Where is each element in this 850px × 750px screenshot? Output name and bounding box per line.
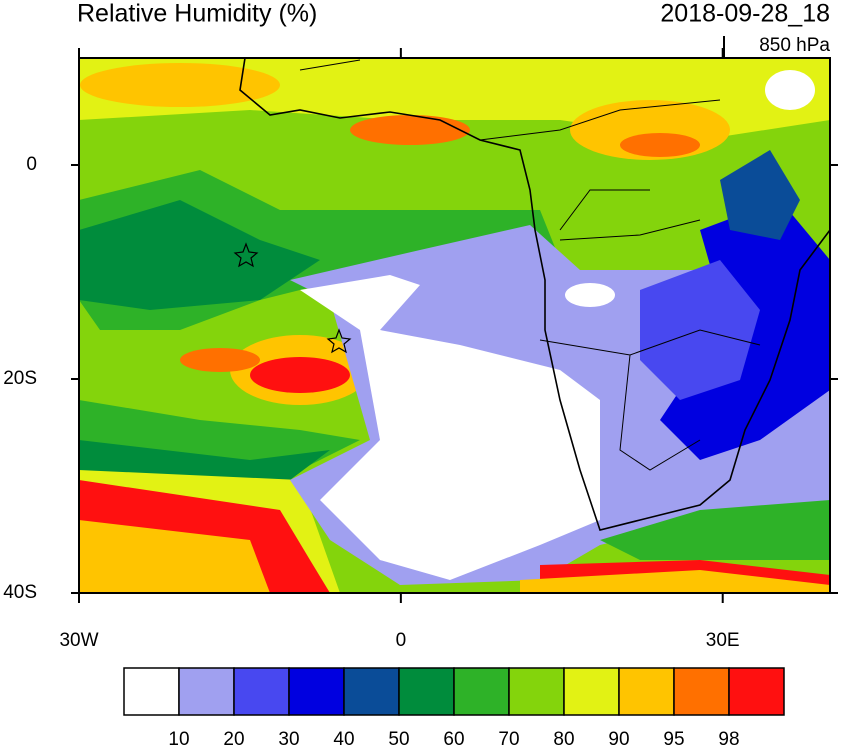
colorbar-label: 95 <box>663 729 684 750</box>
y-tick-label: 20S <box>3 368 37 389</box>
humidity-area <box>79 520 270 593</box>
humidity-area <box>300 275 600 580</box>
colorbar-label: 50 <box>388 729 409 750</box>
colorbar-label: 10 <box>168 729 189 750</box>
x-tick-label: 0 <box>396 630 407 651</box>
colorbar-box <box>508 667 565 716</box>
colorbar-box <box>178 667 235 716</box>
colorbar-label: 60 <box>443 729 464 750</box>
humidity-field <box>79 58 830 593</box>
y-tick-label: 40S <box>3 582 37 603</box>
colorbar-box <box>288 667 345 716</box>
y-tick-label: 0 <box>26 154 37 175</box>
humidity-area <box>600 500 830 560</box>
humidity-area <box>80 63 280 107</box>
colorbar-box <box>673 667 730 716</box>
station-marker <box>233 242 352 354</box>
humidity-area <box>720 150 800 240</box>
humidity-area <box>180 348 260 372</box>
colorbar-box <box>563 667 620 716</box>
colorbar-label: 20 <box>223 729 244 750</box>
colorbar-box <box>398 667 455 716</box>
humidity-area <box>765 70 815 110</box>
colorbar-box <box>618 667 675 716</box>
colorbar-label: 30 <box>278 729 299 750</box>
humidity-area <box>79 440 330 480</box>
colorbar-label: 98 <box>718 729 739 750</box>
colorbar-label: 90 <box>608 729 629 750</box>
humidity-area <box>350 115 470 145</box>
borders <box>299 59 761 471</box>
colorbar-box <box>343 667 400 716</box>
colorbar-box <box>453 667 510 716</box>
humidity-area <box>79 200 320 310</box>
humidity-area <box>620 133 700 157</box>
x-tick-label: 30E <box>706 630 740 651</box>
coastline <box>239 58 830 531</box>
colorbar-label: 40 <box>333 729 354 750</box>
humidity-area <box>250 357 350 393</box>
colorbar-box <box>233 667 290 716</box>
map-frame <box>78 57 831 594</box>
humidity-area <box>520 570 830 593</box>
colorbar-label: 70 <box>498 729 519 750</box>
title: Relative Humidity (%) <box>77 0 317 28</box>
colorbar-box <box>123 667 180 716</box>
level: 850 hPa <box>759 35 830 56</box>
x-tick-label: 30W <box>59 630 98 651</box>
colorbar-box <box>728 667 785 716</box>
colorbar-label: 80 <box>553 729 574 750</box>
humidity-area <box>565 283 615 307</box>
valid-time: 2018-09-28_18 <box>660 0 830 28</box>
